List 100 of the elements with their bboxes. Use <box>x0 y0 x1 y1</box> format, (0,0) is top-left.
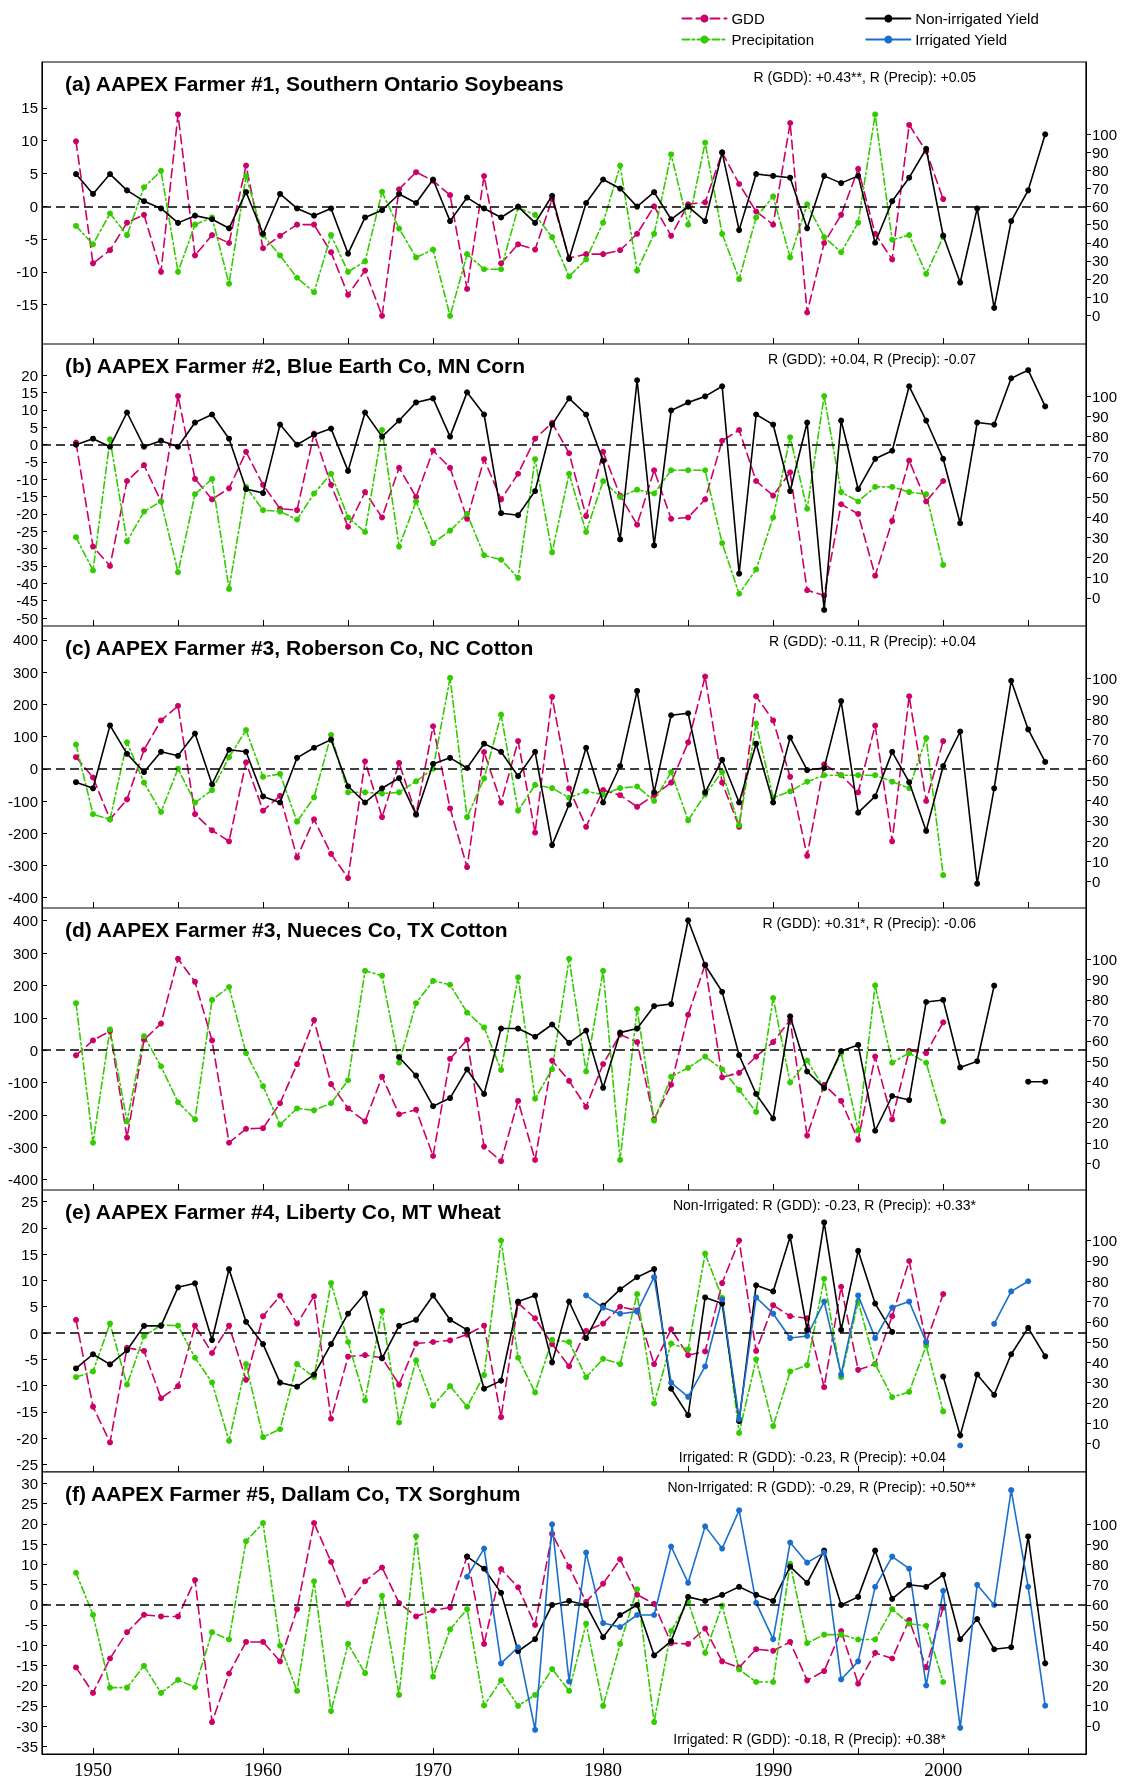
y2-tick-label: 10 <box>1092 569 1109 587</box>
y-tick-label: -30 <box>16 540 38 558</box>
annotation: R (GDD): +0.43**, R (Precip): +0.05 <box>753 69 977 85</box>
y-tick-label: -25 <box>16 1697 38 1715</box>
y2-tick-label: 10 <box>1092 852 1109 870</box>
y2-tick-label: 10 <box>1092 1134 1109 1152</box>
y2-tick-label: 50 <box>1092 1616 1109 1634</box>
y-tick-label: 0 <box>29 1596 38 1614</box>
y2-tick-label: 60 <box>1092 751 1109 769</box>
legend-label: GDD <box>731 10 765 27</box>
y2-tick-label: 0 <box>1092 1717 1101 1735</box>
y-tick-label: 25 <box>21 1193 38 1211</box>
y2-tick-label: 80 <box>1092 428 1109 446</box>
y-tick-label: -5 <box>24 453 38 471</box>
y-tick-label: 5 <box>29 164 38 182</box>
y-tick-label: -20 <box>16 1677 38 1695</box>
y2-tick-label: 60 <box>1092 1596 1109 1614</box>
y-tick-label: 15 <box>21 1245 38 1263</box>
y2-tick-label: 50 <box>1092 1052 1109 1070</box>
y-tick-label: 10 <box>21 132 38 150</box>
y-tick-label: 30 <box>21 1474 38 1492</box>
y2-tick-label: 0 <box>1092 306 1101 324</box>
y-tick-label: -300 <box>7 856 38 874</box>
y-tick-label: -200 <box>7 1106 38 1124</box>
y-tick-label: 25 <box>21 1495 38 1513</box>
y2-tick-label: 70 <box>1092 180 1109 198</box>
y2-tick-label: 80 <box>1092 1556 1109 1574</box>
text: (b) AAPEX Farmer #2, Blue Earth Co, MN Corn <box>65 354 526 377</box>
y2-tick-label: 40 <box>1092 508 1109 526</box>
y2-tick-label: 20 <box>1092 1394 1109 1412</box>
y2-tick-label: 10 <box>1092 288 1109 306</box>
y-tick-label: -35 <box>16 557 38 575</box>
y2-tick-label: 10 <box>1092 1414 1109 1432</box>
y-tick-label: 0 <box>29 760 38 778</box>
y-tick-label: 200 <box>12 976 38 994</box>
y-tick-label: 20 <box>21 1515 38 1533</box>
y-tick-label: -15 <box>16 296 38 314</box>
annotation: R (GDD): +0.31*, R (Precip): -0.06 <box>762 915 977 931</box>
y-tick-label: -5 <box>24 1350 38 1368</box>
text: (f) AAPEX Farmer #5, Dallam Co, TX Sorghum <box>65 1482 521 1505</box>
y-tick-label: 20 <box>21 1219 38 1237</box>
y2-tick-label: 30 <box>1092 1656 1109 1674</box>
legend-label: Precipitation <box>731 31 814 48</box>
y2-tick-label: 30 <box>1092 1093 1109 1111</box>
y-tick-label: -20 <box>16 1429 38 1447</box>
y-tick-label: -20 <box>16 505 38 523</box>
y2-tick-label: 70 <box>1092 731 1109 749</box>
annotation: R (GDD): -0.11, R (Precip): +0.04 <box>768 633 977 649</box>
annotation: Irrigated: R (GDD): -0.23, R (Precip): +0.04 <box>678 1449 947 1465</box>
text: (d) AAPEX Farmer #3, Nueces Co, TX Cotton <box>65 918 508 941</box>
y2-tick-label: 50 <box>1092 488 1109 506</box>
text: (a) AAPEX Farmer #1, Southern Ontario Soybeans <box>65 72 564 95</box>
y2-tick-label: 100 <box>1092 387 1118 405</box>
y-tick-label: -100 <box>7 1074 38 1092</box>
y2-tick-label: 70 <box>1092 1011 1109 1029</box>
y-tick-label: -10 <box>16 470 38 488</box>
y-tick-label: 15 <box>21 99 38 117</box>
y-tick-label: -100 <box>7 792 38 810</box>
y2-tick-label: 0 <box>1092 1434 1101 1452</box>
x-tick-label: 1980 <box>584 1759 623 1777</box>
y2-tick-label: 30 <box>1092 812 1109 830</box>
y-tick-label: 400 <box>12 912 38 930</box>
x-tick-label: 1970 <box>414 1759 453 1777</box>
y2-tick-label: 80 <box>1092 1272 1109 1290</box>
annotation: Non-Irrigated: R (GDD): -0.23, R (Precip): +0.33* <box>672 1197 977 1213</box>
y2-tick-label: 50 <box>1092 1333 1109 1351</box>
y2-tick-label: 70 <box>1092 1293 1109 1311</box>
y2-tick-label: 90 <box>1092 143 1109 161</box>
y2-tick-label: 60 <box>1092 1313 1109 1331</box>
y-tick-label: -40 <box>16 574 38 592</box>
y-tick-label: 400 <box>12 631 38 649</box>
y-tick-label: 100 <box>12 728 38 746</box>
annotation: Irrigated: R (GDD): -0.18, R (Precip): +0.38* <box>673 1731 947 1747</box>
chart-title: (c) AAPEX Farmer #3, Roberson Co, NC Cotton <box>65 636 534 659</box>
y2-tick-label: 60 <box>1092 198 1109 216</box>
y2-tick-label: 90 <box>1092 1252 1109 1270</box>
y-tick-label: 10 <box>21 1271 38 1289</box>
y2-tick-label: 20 <box>1092 832 1109 850</box>
y2-tick-label: 20 <box>1092 270 1109 288</box>
y-tick-label: -50 <box>16 609 38 627</box>
y-tick-label: 10 <box>21 1555 38 1573</box>
y-tick-label: -35 <box>16 1737 38 1755</box>
y2-tick-label: 80 <box>1092 710 1109 728</box>
y2-tick-label: 90 <box>1092 971 1109 989</box>
y-tick-label: -10 <box>16 263 38 281</box>
x-tick-label: 1990 <box>754 1759 793 1777</box>
y-tick-label: -10 <box>16 1636 38 1654</box>
y2-tick-label: 20 <box>1092 1114 1109 1132</box>
y2-tick-label: 50 <box>1092 216 1109 234</box>
y-tick-label: 200 <box>12 695 38 713</box>
x-tick-label: 2000 <box>924 1759 963 1777</box>
y2-tick-label: 60 <box>1092 1032 1109 1050</box>
legend-label: Non-irrigated Yield <box>915 10 1039 27</box>
y2-tick-label: 100 <box>1092 1232 1118 1250</box>
y-tick-label: 5 <box>29 418 38 436</box>
y-tick-label: -5 <box>24 1616 38 1634</box>
annotation: Non-Irrigated: R (GDD): -0.29, R (Precip): +0.50** <box>667 1479 977 1495</box>
y-tick-label: 0 <box>29 1324 38 1342</box>
y-tick-label: 0 <box>29 197 38 215</box>
y-tick-label: -25 <box>16 1456 38 1473</box>
